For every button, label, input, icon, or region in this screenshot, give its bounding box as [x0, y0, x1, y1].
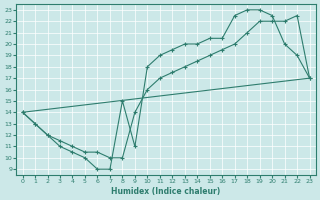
- X-axis label: Humidex (Indice chaleur): Humidex (Indice chaleur): [111, 187, 221, 196]
